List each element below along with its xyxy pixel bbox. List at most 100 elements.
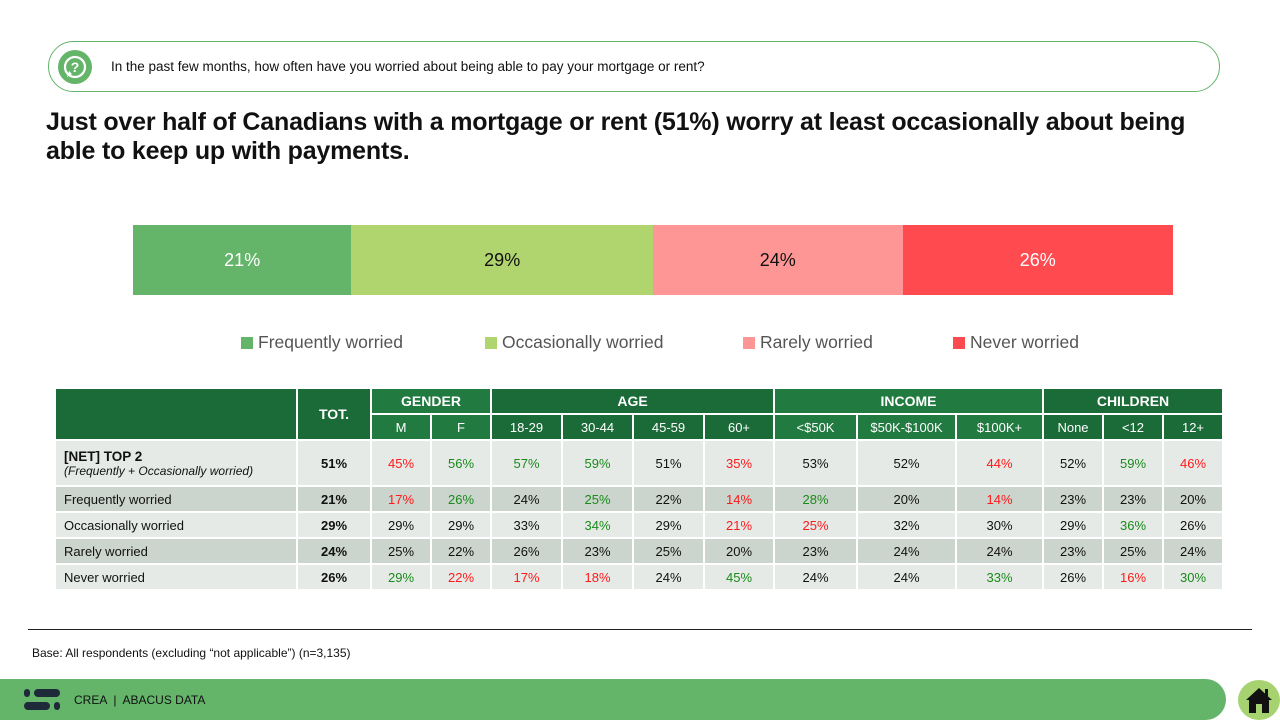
table-cell: 53%: [775, 441, 856, 485]
data-label: 26%: [1019, 249, 1056, 270]
table-cell: 22%: [634, 487, 703, 511]
cell-total: 24%: [298, 539, 370, 563]
table-cell: 23%: [563, 539, 632, 563]
table-cell: 24%: [858, 565, 955, 589]
table-cell: 25%: [775, 513, 856, 537]
table-row: [NET] TOP 2 (Frequently + Occasionally wo…: [56, 441, 1222, 485]
table-cell: 25%: [634, 539, 703, 563]
bar-segment: 21%: [133, 225, 352, 295]
question-icon: ?: [58, 49, 92, 84]
table-cell: 46%: [1164, 441, 1222, 485]
table-row: Frequently worried 21% 17% 26% 24% 25% 22% 14% 2…: [56, 487, 1222, 511]
table-cell: 17%: [492, 565, 561, 589]
table-cell: 29%: [372, 513, 430, 537]
cell-total: 51%: [298, 441, 370, 485]
table-cell: 24%: [858, 539, 955, 563]
legend-swatch: [485, 336, 497, 349]
table-cell: 35%: [705, 441, 773, 485]
table-cell: 34%: [563, 513, 632, 537]
table-cell: 28%: [775, 487, 856, 511]
table-cell: 29%: [432, 513, 490, 537]
table-cell: 45%: [372, 441, 430, 485]
data-label: 24%: [759, 249, 796, 270]
table-cell: 45%: [705, 565, 773, 589]
bar-segment: 26%: [902, 225, 1173, 295]
legend-label: Rarely worried: [760, 332, 873, 352]
header-col: $50K-$100K: [858, 415, 955, 439]
table-cell: 57%: [492, 441, 561, 485]
cell-total: 21%: [298, 487, 370, 511]
divider: [28, 629, 1252, 630]
legend-swatch: [953, 336, 965, 349]
header-col: 30-44: [563, 415, 632, 439]
table-cell: 24%: [957, 539, 1042, 563]
table-cell: 14%: [705, 487, 773, 511]
table-cell: 20%: [1164, 487, 1222, 511]
table-cell: 33%: [492, 513, 561, 537]
table-cell: 24%: [634, 565, 703, 589]
table-cell: 24%: [775, 565, 856, 589]
header-col: None: [1044, 415, 1102, 439]
table-cell: 17%: [372, 487, 430, 511]
table-cell: 25%: [563, 487, 632, 511]
table-cell: 26%: [432, 487, 490, 511]
header-col: <$50K: [775, 415, 856, 439]
header-col: M: [372, 415, 430, 439]
crosstab-table: TOT. GENDER AGE INCOME CHILDREN M F 18-29 30-44 4…: [54, 387, 1224, 591]
legend-label: Occasionally worried: [502, 332, 664, 352]
table-cell: 21%: [705, 513, 773, 537]
bar-segment: 24%: [652, 225, 903, 295]
table-cell: 29%: [1044, 513, 1102, 537]
data-label: 29%: [484, 249, 521, 270]
row-label: [NET] TOP 2 (Frequently + Occasionally wo…: [56, 441, 296, 485]
row-label: Frequently worried: [56, 487, 296, 511]
table-cell: 29%: [372, 565, 430, 589]
home-button[interactable]: [1238, 680, 1280, 720]
table-cell: 24%: [492, 487, 561, 511]
row-label-main: [NET] TOP 2: [64, 448, 143, 464]
row-label-text: Never worried: [64, 569, 145, 585]
home-icon: [1246, 688, 1272, 713]
header-group: AGE: [492, 389, 773, 413]
table-cell: 59%: [563, 441, 632, 485]
table-cell: 29%: [634, 513, 703, 537]
row-label-text: Rarely worried: [64, 543, 148, 559]
table-cell: 51%: [634, 441, 703, 485]
legend: Frequently worried Occasionally worried Ra…: [0, 332, 1280, 354]
table-row: Occasionally worried 29% 29% 29% 33% 34% 29% 21…: [56, 513, 1222, 537]
row-label-text: Frequently worried: [64, 491, 172, 507]
table-cell: 26%: [492, 539, 561, 563]
legend-item: Occasionally worried: [485, 332, 663, 353]
abacus-logo-icon: [24, 689, 60, 710]
legend-swatch: [241, 336, 253, 349]
table-cell: 36%: [1104, 513, 1162, 537]
row-label-text: Occasionally worried: [64, 517, 184, 533]
table-cell: 23%: [1044, 487, 1102, 511]
table-cell: 23%: [775, 539, 856, 563]
table-cell: 23%: [1104, 487, 1162, 511]
question-box: ? In the past few months, how often have…: [48, 41, 1220, 92]
header-col: 45-59: [634, 415, 703, 439]
header-col: <12: [1104, 415, 1162, 439]
table-cell: 20%: [705, 539, 773, 563]
table-cell: 30%: [1164, 565, 1222, 589]
legend-item: Frequently worried: [241, 332, 403, 353]
table-cell: 32%: [858, 513, 955, 537]
header-col: 18-29: [492, 415, 561, 439]
footer-brand: CREA | ABACUS DATA: [74, 693, 206, 707]
legend-item: Never worried: [953, 332, 1079, 353]
table-cell: 22%: [432, 565, 490, 589]
table-cell: 25%: [372, 539, 430, 563]
question-text: In the past few months, how often have y…: [111, 59, 705, 74]
table-cell: 30%: [957, 513, 1042, 537]
header-group: CHILDREN: [1044, 389, 1222, 413]
data-label: 21%: [224, 249, 261, 270]
header-tot: TOT.: [298, 389, 370, 439]
page-title: Just over half of Canadians with a mortg…: [46, 108, 1186, 165]
table-cell: 56%: [432, 441, 490, 485]
table-cell: 23%: [1044, 539, 1102, 563]
header-blank: [56, 389, 296, 439]
table-cell: 26%: [1044, 565, 1102, 589]
header-col: 12+: [1164, 415, 1222, 439]
row-label: Rarely worried: [56, 539, 296, 563]
